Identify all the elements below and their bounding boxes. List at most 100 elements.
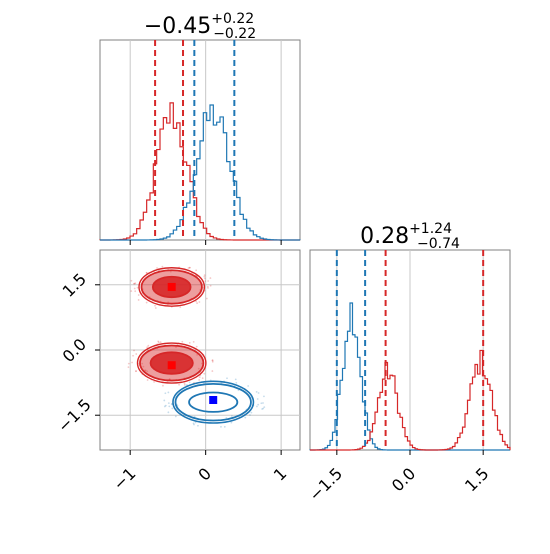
scatter-point <box>203 277 206 280</box>
scatter-point <box>198 301 201 303</box>
panel-top-left-grid <box>129 40 282 240</box>
scatter-point <box>183 384 186 386</box>
scatter-point <box>145 301 148 304</box>
y-tick-label: −1.5 <box>54 395 95 436</box>
histogram-step-line <box>310 349 511 451</box>
scatter-point <box>234 378 237 381</box>
y-tick-label: 0.0 <box>59 335 90 366</box>
scatter-point <box>157 341 160 344</box>
scatter-point <box>263 395 265 398</box>
scatter-point <box>249 414 251 416</box>
panel-top-left-frame <box>99 39 301 241</box>
scatter-point <box>127 362 130 365</box>
scatter-point <box>194 421 197 424</box>
scatter-point <box>175 346 177 349</box>
scatter-point <box>206 285 209 288</box>
scatter-point <box>244 416 247 419</box>
scatter-point <box>161 265 164 268</box>
scatter-point <box>157 340 160 343</box>
scatter-point <box>154 304 156 307</box>
panel-bottom-right-quantile-lines <box>335 250 485 450</box>
scatter-point <box>187 267 190 269</box>
panel-bottom-right-ticks: −1.5 0.0 1.5 <box>305 450 492 505</box>
histogram-step-line <box>99 102 300 241</box>
scatter-point <box>260 402 263 405</box>
scatter-point <box>201 377 204 380</box>
contour-outermost <box>136 342 207 384</box>
histogram-series-blue <box>309 302 510 451</box>
scatter-point <box>211 360 214 363</box>
scatter-point <box>195 345 198 348</box>
scatter-point <box>226 377 228 380</box>
scatter-point <box>141 362 144 365</box>
panel-top-left: −0.45+0.22 −0.22 <box>99 11 301 245</box>
scatter-point <box>130 279 133 282</box>
scatter-point <box>183 382 186 385</box>
scatter-point <box>198 379 201 381</box>
scatter-point <box>181 340 184 343</box>
scatter-point <box>230 421 233 424</box>
scatter-point <box>256 405 258 408</box>
scatter-point <box>144 369 146 372</box>
scatter-point <box>196 302 199 305</box>
scatter-point <box>131 361 133 364</box>
panel-bottom-left-series <box>127 265 266 428</box>
scatter-point <box>195 269 198 272</box>
scatter-point <box>261 408 264 410</box>
scatter-point <box>188 266 191 269</box>
panel-top-left-series <box>99 102 300 241</box>
scatter-point <box>207 287 209 289</box>
contour-outermost <box>172 380 255 424</box>
scatter-point <box>193 423 195 426</box>
scatter-point <box>153 381 155 383</box>
scatter-point <box>136 286 139 289</box>
scatter-point <box>211 370 214 372</box>
scatter-point <box>133 287 136 290</box>
scatter-point <box>159 341 162 344</box>
contour-series-blue <box>163 377 266 428</box>
scatter-point <box>257 392 260 394</box>
panel-bottom-right-grid <box>336 250 484 450</box>
histogram-series-red <box>99 102 300 241</box>
scatter-point <box>133 282 135 285</box>
scatter-point <box>203 275 206 278</box>
scatter-point <box>250 411 253 414</box>
panel-top-left-ticks <box>129 240 282 245</box>
scatter-point <box>204 280 207 282</box>
scatter-point <box>146 379 149 381</box>
x-tick-label: −1.5 <box>305 464 346 505</box>
scatter-point <box>223 425 226 428</box>
scatter-point <box>133 282 136 285</box>
panel-bottom-right-title: 0.28+1.24 −0.74 <box>360 221 460 252</box>
scatter-point <box>230 415 233 417</box>
scatter-point <box>195 300 198 303</box>
scatter-point <box>145 271 148 274</box>
scatter-point <box>130 290 133 292</box>
histogram-series-blue <box>100 104 300 241</box>
scatter-point <box>197 367 200 370</box>
panel-bottom-right: −1.5 0.0 1.5 0.28+1.24 −0.74 <box>305 221 511 505</box>
contour-outer <box>174 382 252 422</box>
scatter-point <box>137 299 140 301</box>
scatter-point <box>257 403 260 406</box>
scatter-point <box>188 342 191 344</box>
scatter-point <box>133 349 135 352</box>
scatter-point <box>263 406 266 409</box>
panel-top-left-title-main: −0.45 <box>144 14 211 39</box>
scatter-point <box>144 369 147 372</box>
panel-top-left-quantile-lines <box>154 40 236 240</box>
histogram-series-red <box>310 349 511 451</box>
panel-bottom-left: −1 0 1 1.5 0.0 −1.5 <box>54 249 301 494</box>
scatter-point <box>127 366 130 369</box>
scatter-point <box>135 370 137 373</box>
scatter-point <box>247 385 250 387</box>
panel-bottom-right-title-sup: +1.24 <box>409 221 452 237</box>
scatter-point <box>154 307 157 309</box>
scatter-point <box>203 274 206 277</box>
scatter-point <box>205 297 208 300</box>
scatter-point <box>169 270 172 273</box>
scatter-point <box>156 267 158 269</box>
scatter-point <box>135 353 138 355</box>
scatter-point <box>207 280 210 282</box>
scatter-point <box>179 306 182 308</box>
